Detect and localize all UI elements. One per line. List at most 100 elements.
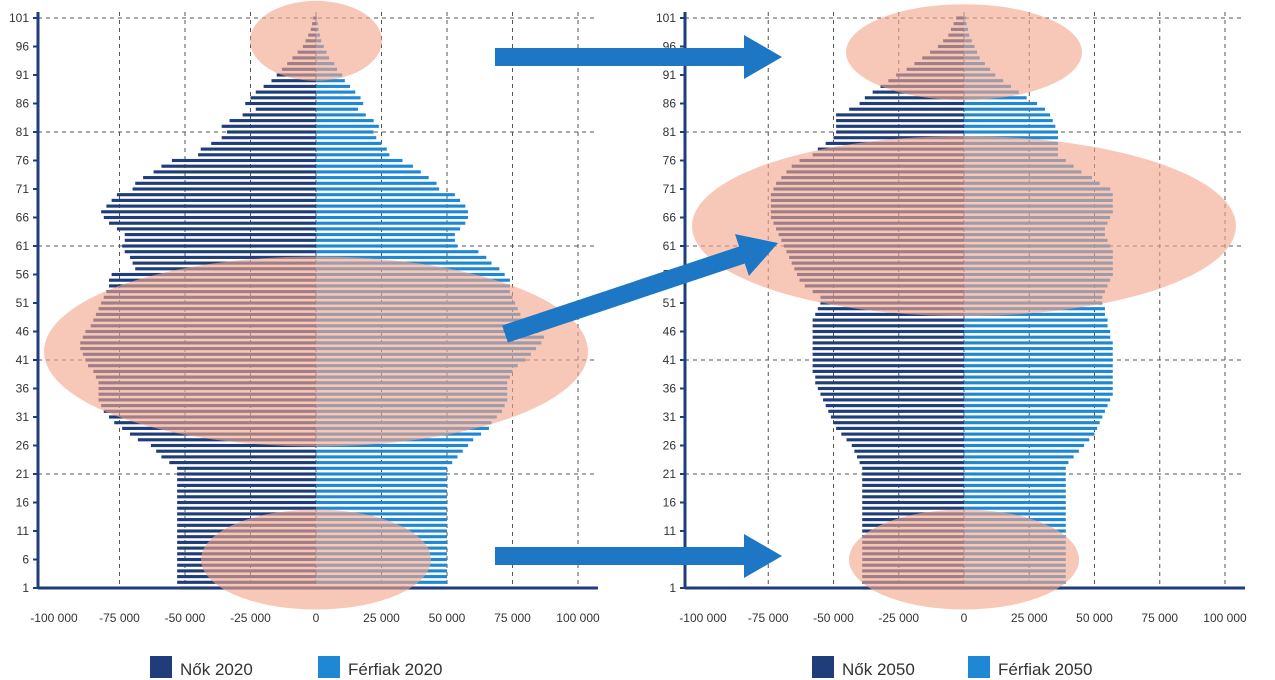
- bar-male-age-25: [316, 450, 463, 453]
- highlight-ellipse-2020-ages-27-58: [44, 256, 588, 446]
- bar-female-age-41: [813, 358, 964, 361]
- bar-female-age-87: [251, 96, 317, 99]
- bar-male-age-27: [964, 438, 1089, 441]
- y-tick-label: 71: [16, 182, 30, 196]
- bar-male-age-36: [964, 387, 1113, 390]
- bar-male-age-70: [316, 193, 455, 196]
- legend: Nők 2020 Férfiak 2020 Nők 2050 Férfiak 2050: [150, 656, 1093, 679]
- bar-male-age-89: [316, 85, 350, 88]
- bar-female-age-81: [836, 130, 964, 133]
- bar-female-age-77: [198, 153, 316, 156]
- bar-female-age-26: [852, 444, 964, 447]
- bar-male-age-19: [316, 484, 447, 487]
- bar-female-age-18: [862, 490, 964, 493]
- bar-male-age-72: [316, 182, 437, 185]
- bar-male-age-82: [964, 125, 1055, 128]
- bar-male-age-29: [964, 427, 1097, 430]
- bar-male-age-17: [316, 495, 447, 498]
- bar-male-age-40: [964, 364, 1113, 367]
- bar-male-age-77: [316, 153, 389, 156]
- bar-female-age-22: [177, 467, 316, 470]
- bar-male-age-46: [964, 330, 1110, 333]
- y-tick-label: 6: [22, 553, 29, 567]
- y-tick-label: 41: [663, 353, 677, 367]
- bar-female-age-64: [117, 227, 316, 230]
- bar-male-age-20: [316, 478, 447, 481]
- arrow-oldest-ages: [495, 35, 782, 79]
- y-tick-label: 76: [663, 154, 677, 168]
- bar-female-age-66: [104, 216, 316, 219]
- x-tick-labels-2020: -100 000 -75 000 -50 000 -25 000 0 25 000 50 0…: [30, 611, 600, 625]
- bar-male-age-25: [964, 450, 1079, 453]
- bar-female-age-29: [836, 427, 964, 430]
- bar-female-age-83: [836, 119, 964, 122]
- bar-female-age-30: [834, 421, 965, 424]
- bar-female-age-16: [862, 501, 964, 504]
- y-tick-label: 26: [16, 439, 30, 453]
- bar-female-age-83: [230, 119, 316, 122]
- y-tick-label: 21: [663, 467, 677, 481]
- bar-female-age-80: [222, 136, 316, 139]
- x-tick-label: 25 000: [363, 611, 400, 625]
- bar-male-age-69: [316, 199, 460, 202]
- bar-male-age-62: [316, 239, 455, 242]
- bar-male-age-37: [964, 381, 1113, 384]
- bar-male-age-61: [316, 244, 457, 247]
- bar-female-age-37: [815, 381, 964, 384]
- bar-male-age-22: [964, 467, 1066, 470]
- bar-male-age-43: [964, 347, 1113, 350]
- x-tick-label: -75 000: [748, 611, 789, 625]
- y-tick-label: 1: [669, 581, 676, 595]
- y-tick-label: 101: [656, 11, 676, 25]
- bar-female-age-23: [860, 461, 964, 464]
- bar-male-age-32: [964, 410, 1105, 413]
- y-tick-label: 46: [663, 325, 677, 339]
- bar-female-age-44: [813, 341, 964, 344]
- y-tick-label: 26: [663, 439, 677, 453]
- bar-male-age-64: [316, 227, 460, 230]
- bar-male-age-73: [316, 176, 429, 179]
- y-tick-label: 51: [663, 296, 677, 310]
- bar-male-age-16: [964, 501, 1066, 504]
- x-tick-label: 75 000: [494, 611, 531, 625]
- bar-female-age-25: [854, 450, 964, 453]
- y-tick-label: 56: [16, 268, 30, 282]
- bar-male-age-81: [964, 130, 1058, 133]
- bar-male-age-87: [316, 96, 361, 99]
- bar-male-age-26: [964, 444, 1084, 447]
- bar-male-age-74: [316, 170, 421, 173]
- y-tick-label: 71: [663, 182, 677, 196]
- bar-male-age-75: [316, 165, 413, 168]
- x-tick-label: 50 000: [1076, 611, 1113, 625]
- y-tick-label: 61: [16, 239, 30, 253]
- x-tick-label: -50 000: [813, 611, 854, 625]
- y-tick-label: 91: [663, 68, 677, 82]
- y-tick-label: 31: [663, 410, 677, 424]
- bar-male-age-63: [316, 233, 455, 236]
- bar-female-age-69: [112, 199, 316, 202]
- bar-female-age-85: [849, 108, 964, 111]
- arrow-middle-ages: [502, 234, 778, 342]
- bar-female-age-17: [862, 495, 964, 498]
- bar-male-age-34: [964, 398, 1110, 401]
- y-tick-label: 11: [17, 524, 30, 538]
- bar-female-age-63: [125, 233, 316, 236]
- legend-label: Férfiak 2020: [348, 660, 443, 679]
- legend-swatch: [968, 656, 990, 678]
- bar-male-age-68: [316, 205, 465, 208]
- bar-male-age-19: [964, 484, 1066, 487]
- bar-female-age-89: [264, 85, 316, 88]
- bar-male-age-30: [964, 421, 1100, 424]
- bar-female-age-68: [106, 205, 316, 208]
- bar-female-age-21: [862, 472, 964, 475]
- bar-female-age-16: [177, 501, 316, 504]
- bar-female-age-43: [813, 347, 964, 350]
- y-tick-label: 36: [16, 382, 30, 396]
- y-tick-label: 31: [16, 410, 30, 424]
- bar-male-age-18: [964, 490, 1066, 493]
- bar-female-age-19: [177, 484, 316, 487]
- bar-male-age-41: [964, 358, 1113, 361]
- bar-male-age-82: [316, 125, 379, 128]
- bar-male-age-66: [316, 216, 468, 219]
